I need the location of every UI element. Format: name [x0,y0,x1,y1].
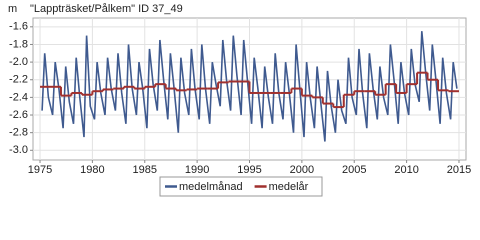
x-tick-label: 1985 [133,164,157,176]
y-tick-label: -2.8 [9,127,28,139]
legend-label: medelår [269,181,309,193]
chart-title: "Lappträsket/Pålkem" ID 37_49 [30,3,183,15]
y-tick-label: -1.8 [9,38,28,50]
y-tick-label: -2.2 [9,74,28,86]
x-tick-label: 2000 [290,164,314,176]
chart: m "Lappträsket/Pålkem" ID 37_49 -1.6 -1.8… [8,3,471,197]
y-unit: m [8,3,17,15]
y-tick-label: -1.6 [9,21,28,33]
legend-box [159,176,323,197]
y-tick-label: -3.0 [9,144,28,156]
x-tick-label: 1990 [185,164,209,176]
legend-label: medelmånad [179,181,243,193]
x-tick-label: 2015 [447,164,471,176]
x-tick-label: 2010 [394,164,418,176]
y-tick-label: -2.6 [9,109,28,121]
x-tick-label: 2005 [342,164,366,176]
y-tick-label: -2.4 [9,91,28,103]
series-line [41,31,458,142]
y-tick-label: -2.0 [9,56,28,68]
x-tick-label: 1975 [28,164,52,176]
x-tick-label: 1995 [237,164,261,176]
x-tick-label: 1980 [80,164,104,176]
